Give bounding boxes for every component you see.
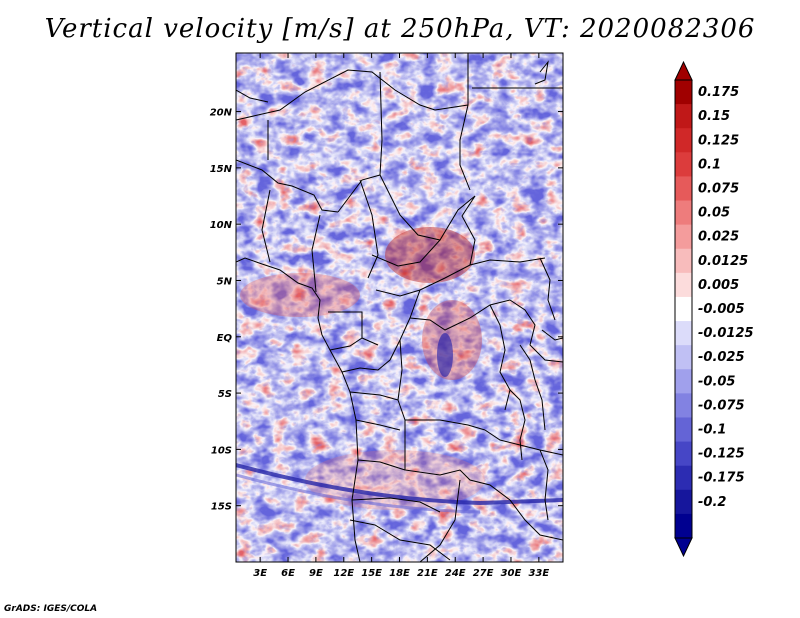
colorbar-label: 0.025 [698, 230, 739, 245]
colorbar-swatch [675, 104, 692, 129]
colorbar: 0.175 0.15 0.125 0.1 0.075 0.05 0.025 0.0125 0.0… [674, 60, 754, 558]
colorbar-label: 0.175 [698, 85, 739, 100]
colorbar-label: -0.175 [698, 471, 745, 486]
colorbar-label: 0.075 [698, 181, 739, 196]
colorbar-label: -0.005 [698, 302, 745, 317]
lon-tick-label: 15E [361, 568, 382, 579]
colorbar-label: -0.075 [698, 398, 745, 413]
colorbar-label: -0.125 [698, 447, 745, 462]
lon-tick-label: 33E [528, 568, 549, 579]
colorbar-swatch [675, 417, 692, 443]
lon-tick-label: 3E [253, 568, 267, 579]
colorbar-swatch [675, 489, 692, 515]
colorbar-bottom-arrow [674, 537, 693, 558]
colorbar-label: 0.0125 [698, 254, 748, 269]
colorbar-swatch [675, 369, 692, 394]
colorbar-swatch [675, 152, 692, 177]
colorbar-swatch [675, 321, 692, 346]
longitude-axis: 3E 6E 9E 12E 15E 18E 21E 24E 27E 30E 33E [253, 53, 549, 579]
colorbar-swatch [675, 465, 692, 491]
country-borders [236, 53, 563, 562]
colorbar-swatch [675, 224, 692, 250]
lon-tick-label: 18E [389, 568, 410, 579]
colorbar-swatch [675, 200, 692, 226]
colorbar-swatch [675, 128, 692, 153]
colorbar-swatch [675, 513, 692, 539]
colorbar-swatch [675, 441, 692, 467]
lat-tick-label: 15S [211, 502, 232, 513]
colorbar-label: -0.0125 [698, 326, 754, 341]
colorbar-label: 0.125 [698, 133, 739, 148]
colorbar-swatch [675, 296, 692, 322]
lon-tick-label: 9E [309, 568, 323, 579]
colorbar-label: -0.1 [698, 423, 726, 438]
colorbar-label: 0.1 [698, 157, 721, 172]
colorbar-label: -0.025 [698, 350, 745, 365]
lat-tick-label: 5N [217, 276, 233, 287]
colorbar-swatch [675, 248, 692, 274]
colorbar-swatch [675, 80, 692, 105]
lon-tick-label: 30E [501, 568, 522, 579]
lat-tick-label: 15N [210, 164, 233, 175]
colorbar-label: 0.05 [698, 206, 730, 221]
lat-tick-label: 20N [210, 108, 233, 119]
colorbar-label: 0.005 [698, 278, 739, 293]
credit-label: GrADS: IGES/COLA [4, 604, 98, 614]
colorbar-top-arrow [674, 60, 693, 81]
lat-tick-label: 10N [210, 220, 233, 231]
colorbar-swatch [675, 176, 692, 202]
colorbar-swatch [675, 272, 692, 298]
colorbar-frame [674, 79, 693, 539]
colorbar-swatch [675, 345, 692, 370]
velocity-field [236, 53, 563, 562]
lon-tick-label: 27E [473, 568, 494, 579]
lon-tick-label: 24E [445, 568, 466, 579]
colorbar-label: -0.05 [698, 374, 735, 389]
lon-tick-label: 6E [281, 568, 295, 579]
lon-tick-label: 21E [417, 568, 438, 579]
lat-tick-label: EQ [217, 333, 233, 344]
colorbar-label: -0.2 [698, 495, 726, 510]
colorbar-label: 0.15 [698, 109, 730, 124]
colorbar-swatch [675, 393, 692, 418]
map-title: Vertical velocity [m/s] at 250hPa, VT: 2… [44, 14, 756, 44]
lon-tick-label: 12E [333, 568, 354, 579]
lat-tick-label: 5S [218, 389, 232, 400]
latitude-axis: 20N 15N 10N 5N EQ 5S 10S 15S [210, 108, 563, 513]
lat-tick-label: 10S [211, 445, 232, 456]
